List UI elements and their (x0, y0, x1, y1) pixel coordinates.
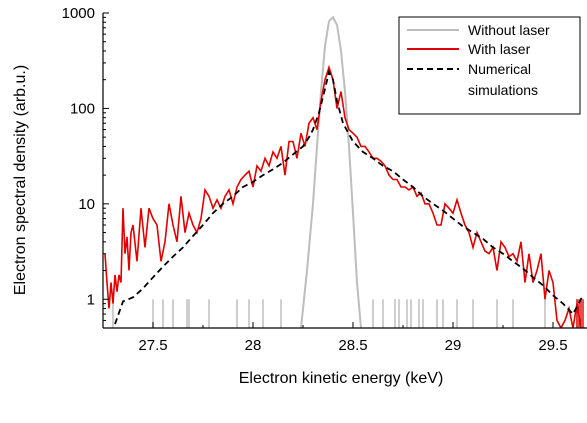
series-layer (104, 15, 585, 328)
y-tick-label: 100 (70, 100, 95, 117)
x-tick-label: 29.5 (538, 337, 567, 354)
x-axis-label: Electron kinetic energy (keV) (239, 370, 444, 387)
x-tick-label: 28 (245, 337, 262, 354)
with-laser-line (104, 64, 585, 328)
legend-label-without-laser: Without laser (468, 22, 550, 38)
x-tick-label: 27.5 (138, 337, 167, 354)
y-tick-label: 1000 (62, 5, 95, 22)
legend-label-with-laser: With laser (468, 41, 531, 57)
legend: Without laser With laser Numerical simul… (398, 16, 581, 115)
legend-label-numerical: Numerical (468, 61, 531, 77)
y-tick-label: 10 (78, 196, 95, 213)
legend-box (398, 16, 581, 115)
x-tick-label: 29 (445, 337, 462, 354)
numerical-simulations-line (114, 69, 584, 325)
y-axis-label: Electron spectral density (arb.u.) (12, 65, 29, 295)
x-tick-label: 28.5 (338, 337, 367, 354)
without-laser-line (300, 15, 362, 328)
axes-layer: 27.5 28 28.5 29 29.5 1 10 100 1000 (62, 5, 587, 354)
legend-label-simulations: simulations (468, 82, 538, 98)
y-tick-label: 1 (87, 291, 95, 308)
